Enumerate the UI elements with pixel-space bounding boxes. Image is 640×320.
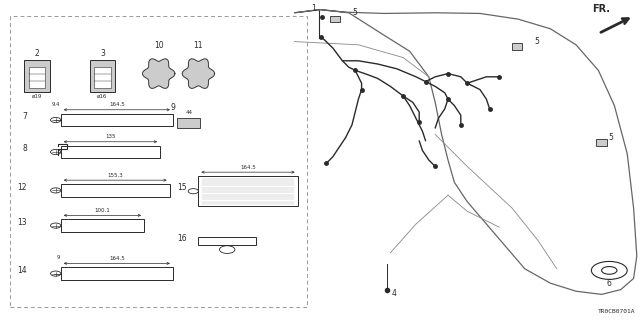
Text: 3: 3	[100, 49, 105, 58]
Polygon shape	[182, 59, 214, 88]
Text: 135: 135	[105, 134, 116, 139]
Bar	[29, 67, 45, 88]
Text: 9: 9	[56, 255, 60, 260]
Text: 13: 13	[17, 218, 27, 227]
Polygon shape	[143, 59, 175, 88]
Text: 5: 5	[534, 37, 540, 46]
Bar	[94, 67, 111, 88]
Bar	[177, 118, 200, 128]
Text: 6: 6	[607, 279, 612, 288]
Text: 164.5: 164.5	[240, 164, 256, 170]
Text: ø19: ø19	[32, 94, 42, 99]
Text: 15: 15	[177, 183, 187, 192]
Text: 164.5: 164.5	[109, 256, 125, 261]
Text: 16: 16	[177, 234, 187, 243]
Bar	[596, 139, 607, 146]
Text: 8: 8	[22, 144, 27, 153]
Text: 2: 2	[35, 49, 40, 58]
Text: 100.1: 100.1	[95, 208, 110, 213]
Text: 12: 12	[17, 183, 27, 192]
Text: 5: 5	[352, 8, 357, 17]
Text: 44: 44	[186, 110, 192, 115]
Bar	[61, 267, 173, 280]
Text: 5: 5	[608, 133, 613, 142]
Text: 9.4: 9.4	[51, 101, 60, 107]
Bar	[198, 237, 256, 245]
Bar	[61, 114, 173, 126]
Text: 4: 4	[391, 289, 396, 298]
Text: 14: 14	[17, 266, 27, 275]
Bar	[10, 16, 307, 307]
Text: 164.5: 164.5	[109, 102, 125, 107]
Text: FR.: FR.	[593, 4, 611, 14]
Bar	[90, 60, 115, 92]
Text: 11: 11	[194, 41, 203, 50]
Text: 10: 10	[154, 41, 164, 50]
Bar	[61, 184, 170, 197]
Bar	[61, 219, 144, 232]
Bar	[61, 146, 160, 158]
Bar	[24, 60, 50, 92]
Text: 1: 1	[311, 4, 316, 13]
Text: 9: 9	[170, 103, 175, 112]
Bar	[330, 16, 340, 22]
Bar	[198, 176, 298, 206]
Text: TR0CB0701A: TR0CB0701A	[597, 309, 635, 314]
Text: 7: 7	[22, 112, 27, 121]
Bar	[512, 43, 522, 50]
Text: 155.3: 155.3	[108, 172, 123, 178]
Text: ø16: ø16	[97, 94, 108, 99]
